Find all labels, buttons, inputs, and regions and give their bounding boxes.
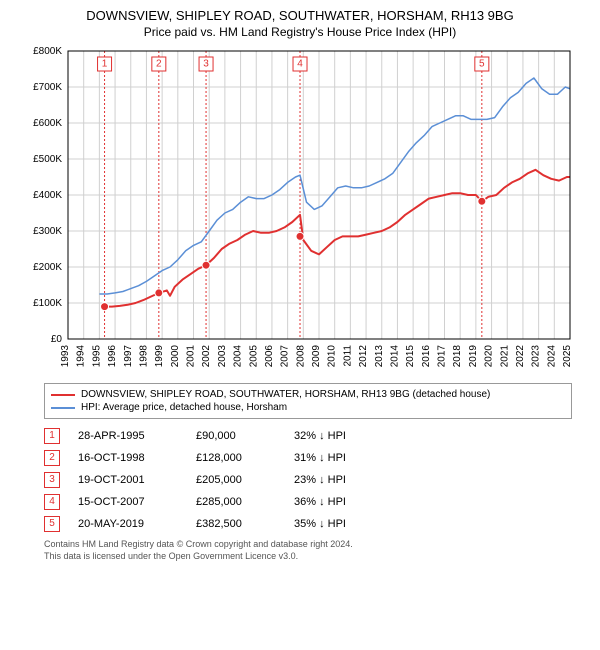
transaction-table: 1 28-APR-1995 £90,000 32% ↓ HPI 2 16-OCT-1998…: [44, 425, 572, 535]
x-tick-label: 2008: [295, 345, 306, 368]
x-tick-label: 2020: [484, 345, 495, 368]
x-tick-label: 2003: [217, 345, 228, 368]
chart-svg: £0 £100K £200K £300K £400K £500K £600K £700K £80…: [20, 45, 580, 375]
transaction-dot: [155, 289, 163, 297]
x-tick-label: 2023: [531, 345, 542, 368]
transaction-marker: 1: [44, 428, 60, 444]
transaction-price: £205,000: [196, 474, 276, 486]
y-tick-label: £300K: [33, 226, 62, 237]
transaction-dot: [202, 261, 210, 269]
transaction-date: 19-OCT-2001: [78, 474, 178, 486]
legend-item: DOWNSVIEW, SHIPLEY ROAD, SOUTHWATER, HOR…: [51, 388, 565, 401]
transaction-price: £128,000: [196, 452, 276, 464]
legend-label: DOWNSVIEW, SHIPLEY ROAD, SOUTHWATER, HOR…: [81, 389, 490, 400]
footer: Contains HM Land Registry data © Crown c…: [44, 539, 572, 562]
legend-swatch: [51, 394, 75, 396]
x-tick-label: 2002: [201, 345, 212, 368]
x-tick-label: 2012: [358, 345, 369, 368]
transaction-marker: 3: [44, 472, 60, 488]
transaction-dot: [101, 303, 109, 311]
x-tick-label: 2014: [389, 345, 400, 368]
y-tick-label: £700K: [33, 82, 62, 93]
transaction-delta: 36% ↓ HPI: [294, 496, 384, 508]
transaction-dot: [478, 197, 486, 205]
x-tick-label: 1995: [91, 345, 102, 368]
chart: £0 £100K £200K £300K £400K £500K £600K £700K £80…: [20, 45, 580, 375]
y-tick-label: £0: [51, 334, 63, 345]
x-tick-label: 2017: [437, 345, 448, 368]
event-marker-number: 5: [479, 59, 485, 70]
legend-swatch: [51, 407, 75, 409]
x-tick-label: 2022: [515, 345, 526, 368]
y-tick-label: £800K: [33, 46, 62, 57]
transaction-date: 28-APR-1995: [78, 430, 178, 442]
y-tick-label: £200K: [33, 262, 62, 273]
transaction-delta: 31% ↓ HPI: [294, 452, 384, 464]
transaction-date: 16-OCT-1998: [78, 452, 178, 464]
x-tick-label: 2016: [421, 345, 432, 368]
x-tick-label: 2011: [342, 345, 353, 367]
transaction-marker: 4: [44, 494, 60, 510]
event-marker-number: 1: [102, 59, 108, 70]
transaction-row: 3 19-OCT-2001 £205,000 23% ↓ HPI: [44, 469, 572, 491]
transaction-date: 15-OCT-2007: [78, 496, 178, 508]
event-marker-number: 3: [203, 59, 209, 70]
x-tick-label: 2018: [452, 345, 463, 368]
x-tick-label: 2013: [374, 345, 385, 368]
transaction-row: 1 28-APR-1995 £90,000 32% ↓ HPI: [44, 425, 572, 447]
transaction-delta: 35% ↓ HPI: [294, 518, 384, 530]
y-tick-label: £100K: [33, 298, 62, 309]
y-tick-label: £400K: [33, 190, 62, 201]
x-tick-label: 2010: [327, 345, 338, 368]
x-tick-label: 2006: [264, 345, 275, 368]
x-tick-label: 2021: [499, 345, 510, 368]
transaction-date: 20-MAY-2019: [78, 518, 178, 530]
chart-title: DOWNSVIEW, SHIPLEY ROAD, SOUTHWATER, HOR…: [8, 8, 592, 23]
event-marker-number: 4: [297, 59, 303, 70]
x-tick-label: 2004: [233, 345, 244, 368]
legend-item: HPI: Average price, detached house, Hors…: [51, 401, 565, 414]
x-tick-label: 2015: [405, 345, 416, 368]
transaction-price: £382,500: [196, 518, 276, 530]
legend-label: HPI: Average price, detached house, Hors…: [81, 402, 287, 413]
y-tick-label: £500K: [33, 154, 62, 165]
transaction-row: 5 20-MAY-2019 £382,500 35% ↓ HPI: [44, 513, 572, 535]
transaction-delta: 32% ↓ HPI: [294, 430, 384, 442]
transaction-marker: 5: [44, 516, 60, 532]
legend: DOWNSVIEW, SHIPLEY ROAD, SOUTHWATER, HOR…: [44, 383, 572, 419]
page: DOWNSVIEW, SHIPLEY ROAD, SOUTHWATER, HOR…: [0, 0, 600, 570]
x-tick-label: 2025: [562, 345, 573, 368]
chart-subtitle: Price paid vs. HM Land Registry's House …: [8, 25, 592, 39]
transaction-price: £285,000: [196, 496, 276, 508]
x-tick-label: 2007: [280, 345, 291, 368]
transaction-marker: 2: [44, 450, 60, 466]
x-tick-label: 2024: [546, 345, 557, 368]
x-tick-label: 2000: [170, 345, 181, 368]
transaction-price: £90,000: [196, 430, 276, 442]
y-tick-label: £600K: [33, 118, 62, 129]
x-tick-label: 1999: [154, 345, 165, 368]
x-tick-label: 2009: [311, 345, 322, 368]
x-tick-label: 2019: [468, 345, 479, 368]
x-tick-label: 1993: [60, 345, 71, 368]
x-tick-label: 2001: [186, 345, 197, 368]
footer-line-1: Contains HM Land Registry data © Crown c…: [44, 539, 572, 551]
transaction-delta: 23% ↓ HPI: [294, 474, 384, 486]
transaction-dot: [296, 232, 304, 240]
x-tick-label: 2005: [248, 345, 259, 368]
footer-line-2: This data is licensed under the Open Gov…: [44, 551, 572, 563]
x-tick-label: 1998: [138, 345, 149, 368]
x-tick-label: 1997: [123, 345, 134, 368]
transaction-row: 2 16-OCT-1998 £128,000 31% ↓ HPI: [44, 447, 572, 469]
x-tick-label: 1994: [76, 345, 87, 368]
transaction-row: 4 15-OCT-2007 £285,000 36% ↓ HPI: [44, 491, 572, 513]
x-tick-label: 1996: [107, 345, 118, 368]
event-marker-number: 2: [156, 59, 162, 70]
